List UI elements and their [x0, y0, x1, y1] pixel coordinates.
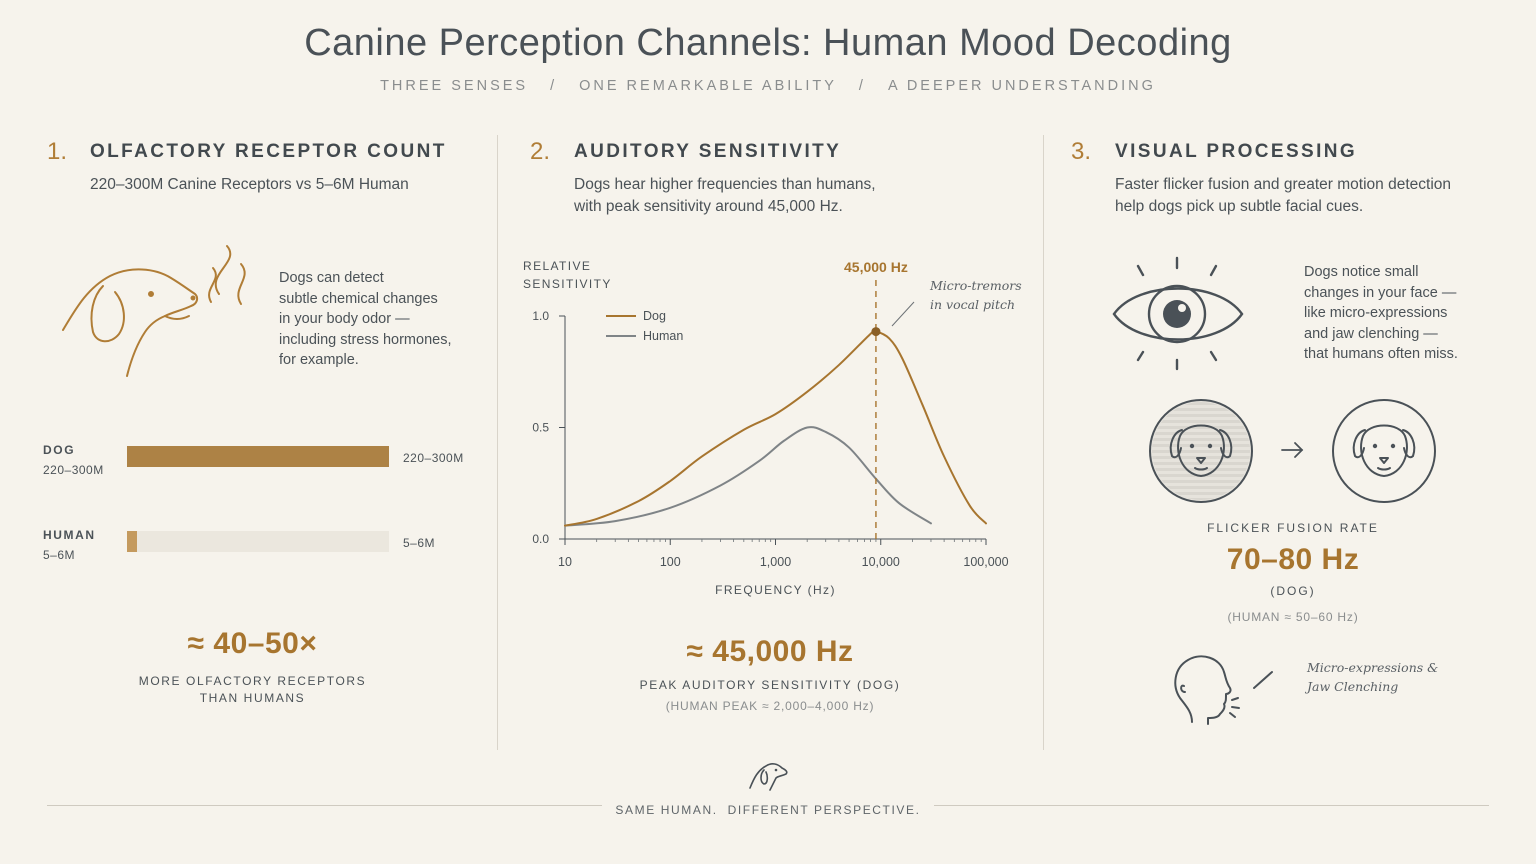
bar-label-human: HUMAN: [43, 528, 96, 542]
subtitle-separator: /: [858, 78, 866, 94]
caption-line: THAN HUMANS: [199, 691, 306, 705]
description-line: that humans often miss.: [1304, 346, 1458, 362]
section-number: 3.: [1071, 138, 1092, 165]
olfactory-highlight-caption: MORE OLFACTORY RECEPTORS THAN HUMANS: [90, 673, 415, 707]
olfactory-description: Dogs can detect subtle chemical changes …: [279, 268, 451, 371]
subheading-line: Dogs hear higher frequencies than humans…: [574, 176, 876, 193]
legend-entry: Dog: [643, 309, 666, 323]
y-axis-label: SENSITIVITY: [523, 277, 612, 291]
y-tick-label: 1.0: [532, 309, 549, 323]
y-axis-label: RELATIVE: [523, 259, 591, 273]
auditory-highlight: ≈ 45,000 Hz: [686, 635, 854, 668]
bar-value-dog: 220–300M: [403, 451, 464, 465]
section-number: 2.: [530, 138, 551, 165]
eye-icon: [1112, 256, 1244, 371]
flicker-note: (HUMAN ≈ 50–60 Hz): [1227, 610, 1359, 624]
footer-rule: [934, 805, 1489, 806]
caption-line: MORE OLFACTORY RECEPTORS: [138, 674, 367, 688]
subtitle-separator: /: [550, 78, 558, 94]
series-line-human: [564, 426, 932, 527]
description-line: in your body odor —: [279, 311, 410, 327]
auditory-highlight-caption: PEAK AUDITORY SENSITIVITY (DOG): [639, 678, 901, 692]
section-heading: OLFACTORY RECEPTOR COUNT: [90, 141, 447, 162]
tremor-annotation: in vocal pitch: [930, 297, 1015, 312]
peak-label: 45,000 Hz: [844, 259, 908, 275]
blurred-dog-face-icon: [1149, 399, 1253, 503]
footer-rule: [47, 805, 602, 806]
subheading-line: help dogs pick up subtle facial cues.: [1115, 198, 1364, 215]
section-subheading: Dogs hear higher frequencies than humans…: [574, 174, 876, 218]
y-tick-label: 0.5: [532, 421, 549, 435]
subheading-line: with peak sensitivity around 45,000 Hz.: [574, 198, 843, 215]
subtitle-part: THREE SENSES: [380, 78, 529, 94]
face-note-line: Jaw Clenching: [1307, 679, 1399, 694]
footer-text: SAME HUMAN. DIFFERENT PERSPECTIVE.: [615, 803, 921, 817]
section-number: 1.: [47, 138, 68, 165]
column-divider: [497, 135, 498, 750]
dog-sniffing-icon: [62, 245, 246, 377]
x-tick-label: 10: [558, 555, 572, 569]
flicker-value: 70–80 Hz: [1226, 543, 1360, 576]
face-note-line: Micro-expressions &: [1307, 660, 1439, 675]
bar-track-dog: [127, 446, 389, 467]
flicker-label: FLICKER FUSION RATE: [1207, 521, 1379, 535]
tremor-annotation: Micro-tremors: [929, 278, 1022, 293]
x-tick-label: 100: [660, 555, 681, 569]
clear-dog-face-icon: [1332, 399, 1436, 503]
subtitle-part: ONE REMARKABLE ABILITY: [579, 78, 837, 94]
bar-label-dog: DOG: [43, 443, 76, 457]
visual-description: Dogs notice small changes in your face —…: [1304, 262, 1458, 365]
peak-point: [871, 327, 881, 337]
x-tick-label: 100,000: [963, 555, 1008, 569]
x-axis-label: FREQUENCY (Hz): [715, 583, 836, 597]
olfactory-highlight: ≈ 40–50×: [187, 627, 318, 660]
human-face-icon: [1174, 655, 1273, 725]
bar-range-dog: 220–300M: [43, 463, 104, 477]
x-tick-label: 1,000: [760, 555, 791, 569]
subtitle-part: A DEEPER UNDERSTANDING: [887, 78, 1156, 94]
description-line: changes in your face —: [1304, 284, 1457, 301]
y-tick-label: 0.0: [532, 532, 549, 546]
description-line: Dogs notice small: [1304, 264, 1419, 280]
bar-range-human: 5–6M: [43, 548, 76, 562]
section-heading: AUDITORY SENSITIVITY: [574, 141, 842, 162]
dog-head-icon: [749, 763, 788, 791]
subheading-line: Faster flicker fusion and greater motion…: [1115, 176, 1452, 193]
description-line: subtle chemical changes: [279, 290, 438, 307]
bar-track-human: [127, 531, 389, 552]
face-note: Micro-expressions & Jaw Clenching: [1307, 658, 1438, 696]
section-heading: VISUAL PROCESSING: [1115, 141, 1358, 162]
description-line: like micro-expressions: [1304, 305, 1448, 321]
description-line: and jaw clenching —: [1304, 325, 1438, 342]
bar-fill-dog: [127, 446, 389, 467]
legend-entry: Human: [643, 329, 683, 343]
page-title: Canine Perception Channels: Human Mood D…: [304, 22, 1232, 64]
tremor-leader-line: [891, 301, 915, 327]
section-subheading: Faster flicker fusion and greater motion…: [1115, 174, 1451, 218]
auditory-chart: 0.0 0.5 1.0 10 100 1,000 10,000 100,000 RELATIVE…: [523, 259, 1022, 597]
description-line: including stress hormones,: [279, 331, 452, 348]
bar-fill-human: [127, 531, 138, 552]
bar-value-human: 5–6M: [403, 536, 436, 550]
column-divider: [1043, 135, 1044, 750]
description-line: for example.: [279, 352, 359, 368]
description-line: Dogs can detect: [279, 270, 384, 286]
auditory-highlight-note: (HUMAN PEAK ≈ 2,000–4,000 Hz): [665, 699, 875, 713]
section-subheading: 220–300M Canine Receptors vs 5–6M Human: [90, 176, 409, 193]
series-line-dog: [564, 329, 987, 527]
x-tick-label: 10,000: [862, 555, 900, 569]
flicker-subject: (DOG): [1270, 584, 1316, 598]
arrow-right-icon: [1281, 442, 1304, 458]
page-subtitle: THREE SENSES / ONE REMARKABLE ABILITY / A DE…: [0, 78, 1536, 94]
